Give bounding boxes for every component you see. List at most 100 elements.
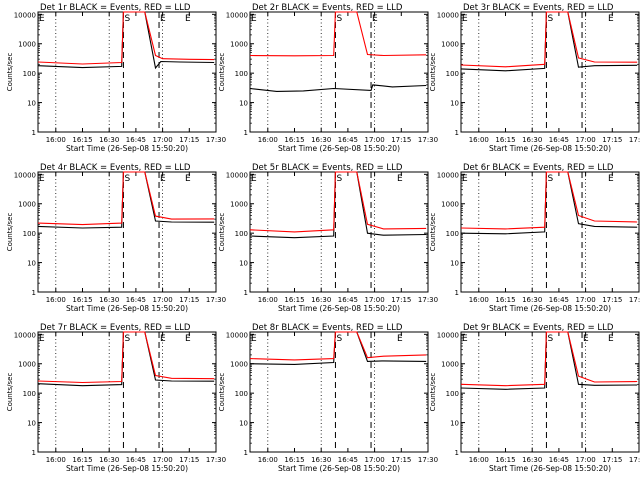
annotation-label: E — [185, 174, 191, 184]
x-tick-label: 16:00 — [258, 456, 278, 464]
y-tick-label: 1 — [455, 449, 459, 457]
series-lld-line — [249, 11, 427, 57]
x-tick-label: 17:30 — [629, 456, 640, 464]
y-tick-label: 10 — [450, 100, 459, 108]
x-tick-label: 17:00 — [576, 296, 596, 304]
x-tick-label: 16:00 — [258, 296, 278, 304]
x-tick-label: 17:30 — [206, 136, 226, 144]
x-tick-label: 16:15 — [495, 456, 515, 464]
y-axis-label: Counts/sec — [6, 373, 14, 412]
x-tick-label: 16:00 — [46, 456, 66, 464]
annotation-label: E — [39, 174, 45, 184]
x-tick-label: 16:45 — [126, 456, 146, 464]
x-tick-label: 16:30 — [99, 136, 119, 144]
y-tick-label: 1 — [244, 289, 248, 297]
y-tick-label: 10000 — [14, 171, 36, 179]
plot-frame — [37, 331, 217, 453]
annotation-label: E — [462, 14, 468, 24]
annotation-label: E — [397, 174, 403, 184]
x-tick-label: 16:30 — [311, 296, 331, 304]
x-tick-label: 16:45 — [338, 136, 358, 144]
y-tick-label: 1 — [244, 449, 248, 457]
x-tick-label: 17:15 — [602, 456, 622, 464]
annotation-label: E — [251, 14, 257, 24]
y-tick-label: 10 — [27, 420, 36, 428]
x-tick-label: 17:30 — [418, 296, 438, 304]
annotation-label: E — [608, 334, 614, 344]
series-events-line — [249, 84, 427, 92]
x-tick-label: 17:15 — [602, 136, 622, 144]
plot-frame — [460, 11, 640, 133]
y-tick-label: 1 — [32, 129, 36, 137]
x-tick-label: 16:30 — [522, 296, 542, 304]
y-tick-label: 1000 — [230, 41, 248, 49]
series-lld-line — [37, 171, 215, 226]
y-tick-label: 10 — [27, 260, 36, 268]
panel-title: Det 9r BLACK = Events, RED = LLD — [463, 323, 614, 333]
annotation-label: E — [462, 334, 468, 344]
x-tick-label: 16:15 — [284, 296, 304, 304]
annotation-label: S — [124, 174, 130, 184]
x-tick-label: 16:45 — [549, 456, 569, 464]
x-tick-label: 17:15 — [391, 136, 411, 144]
x-tick-label: 17:15 — [391, 456, 411, 464]
y-tick-label: 1000 — [441, 41, 459, 49]
y-axis-label: Counts/sec — [218, 53, 226, 92]
x-tick-label: 16:15 — [72, 136, 92, 144]
panel-title: Det 4r BLACK = Events, RED = LLD — [40, 163, 191, 173]
y-tick-label: 100 — [23, 390, 36, 398]
x-tick-label: 17:30 — [206, 296, 226, 304]
x-tick-label: 16:15 — [72, 296, 92, 304]
annotation-label: E — [39, 334, 45, 344]
panel-7: Det 7r BLACK = Events, RED = LLD 1 10 100 10… — [6, 323, 226, 473]
y-tick-label: 1 — [455, 129, 459, 137]
x-tick-label: 17:30 — [418, 456, 438, 464]
y-tick-label: 100 — [235, 390, 248, 398]
y-tick-label: 10000 — [226, 11, 248, 19]
y-tick-label: 10000 — [14, 11, 36, 19]
y-tick-label: 100 — [446, 230, 459, 238]
x-axis-label: Start Time (26-Sep-08 15:50:20) — [66, 144, 188, 153]
y-tick-label: 1 — [32, 449, 36, 457]
series-lld-line — [460, 331, 638, 387]
x-tick-label: 17:00 — [153, 456, 173, 464]
x-tick-label: 16:45 — [126, 136, 146, 144]
plot-frame — [37, 171, 217, 293]
annotation-label: S — [336, 14, 342, 24]
panel-1: Det 1r BLACK = Events, RED = LLD 1 10 100 10… — [6, 3, 226, 153]
x-axis-label: Start Time (26-Sep-08 15:50:20) — [489, 144, 611, 153]
x-tick-label: 16:00 — [469, 456, 489, 464]
annotation-label: E — [608, 14, 614, 24]
x-tick-label: 16:15 — [72, 456, 92, 464]
annotation-label: S — [336, 174, 342, 184]
annotation-label: S — [124, 14, 130, 24]
x-tick-label: 17:00 — [153, 296, 173, 304]
y-tick-label: 1 — [32, 289, 36, 297]
x-tick-label: 17:15 — [179, 136, 199, 144]
series-lld-line — [37, 331, 215, 384]
annotation-label: E — [462, 174, 468, 184]
annotation-label: E — [251, 334, 257, 344]
y-tick-label: 10000 — [437, 11, 459, 19]
annotation-label: E — [608, 174, 614, 184]
panel-9: Det 9r BLACK = Events, RED = LLD 1 10 100 10… — [429, 323, 640, 473]
panel-5: Det 5r BLACK = Events, RED = LLD 1 10 100 10… — [218, 163, 438, 313]
y-tick-label: 10000 — [226, 331, 248, 339]
y-tick-label: 100 — [235, 70, 248, 78]
series-lld-line — [249, 171, 427, 233]
y-tick-label: 10000 — [437, 171, 459, 179]
x-tick-label: 16:30 — [522, 136, 542, 144]
panel-title: Det 2r BLACK = Events, RED = LLD — [252, 3, 403, 13]
x-tick-label: 16:45 — [338, 296, 358, 304]
y-tick-label: 1000 — [441, 361, 459, 369]
annotation-label: S — [547, 14, 553, 24]
y-tick-label: 1000 — [230, 201, 248, 209]
y-tick-label: 100 — [446, 70, 459, 78]
annotation-label: E — [160, 334, 166, 344]
panel-title: Det 3r BLACK = Events, RED = LLD — [463, 3, 614, 13]
x-tick-label: 16:15 — [284, 456, 304, 464]
panel-8: Det 8r BLACK = Events, RED = LLD 1 10 100 10… — [218, 323, 438, 473]
x-tick-label: 17:30 — [629, 296, 640, 304]
y-tick-label: 10 — [450, 420, 459, 428]
panel-2: Det 2r BLACK = Events, RED = LLD 1 10 100 10… — [218, 3, 438, 153]
